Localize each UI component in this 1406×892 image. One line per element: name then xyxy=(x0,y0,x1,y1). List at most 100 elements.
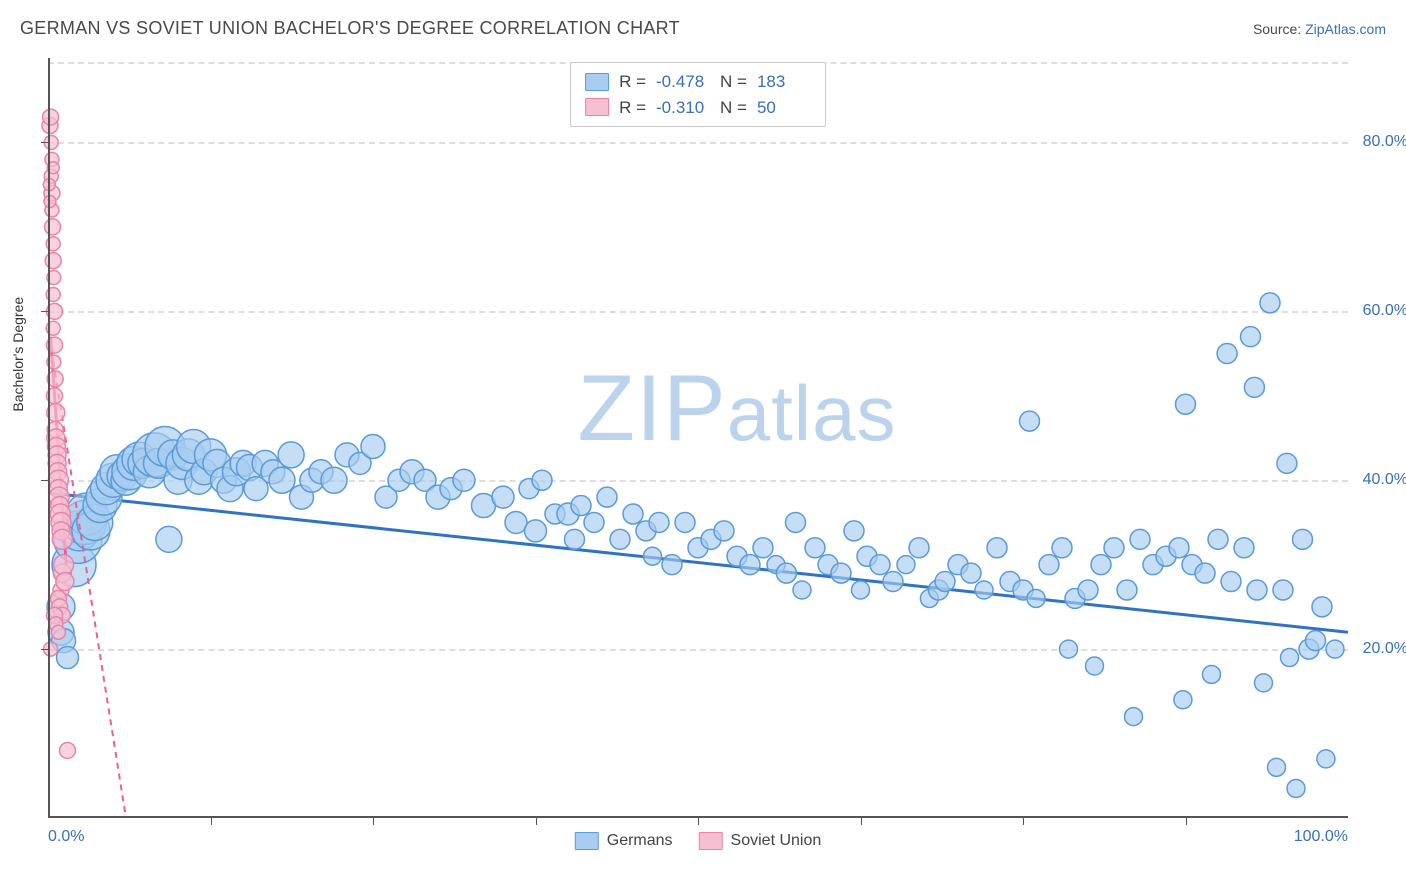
data-point xyxy=(1312,597,1332,617)
data-point xyxy=(1203,665,1221,683)
bottom-legend: Germans Soviet Union xyxy=(575,832,822,850)
data-point xyxy=(675,512,695,532)
swatch-germans xyxy=(585,73,609,91)
data-point xyxy=(1020,411,1040,431)
data-point xyxy=(1247,580,1267,600)
data-point xyxy=(649,512,669,532)
data-point xyxy=(909,538,929,558)
title-bar: GERMAN VS SOVIET UNION BACHELOR'S DEGREE… xyxy=(20,18,1386,39)
data-point xyxy=(56,573,74,591)
legend-item-germans: Germans xyxy=(575,832,673,850)
data-point xyxy=(776,563,796,583)
data-point xyxy=(1174,691,1192,709)
data-point xyxy=(1234,538,1254,558)
data-point xyxy=(793,581,811,599)
source-attribution: Source: ZipAtlas.com xyxy=(1253,21,1386,37)
data-point xyxy=(453,469,475,491)
data-point xyxy=(844,521,864,541)
data-point xyxy=(1221,572,1241,592)
data-point xyxy=(1117,580,1137,600)
data-point xyxy=(269,467,295,493)
data-point xyxy=(1287,779,1305,797)
stats-row-germans: R = -0.478 N = 183 xyxy=(585,69,811,95)
data-point xyxy=(610,529,630,549)
data-point xyxy=(51,625,65,639)
data-point xyxy=(361,434,385,458)
data-point xyxy=(1293,529,1313,549)
x-tick-label: 100.0% xyxy=(1294,828,1348,846)
scatter-plot xyxy=(48,58,1348,818)
data-point xyxy=(1169,538,1189,558)
data-point xyxy=(753,538,773,558)
data-point xyxy=(1255,674,1273,692)
data-point xyxy=(57,647,79,669)
data-point xyxy=(597,487,617,507)
data-point xyxy=(740,555,760,575)
data-point xyxy=(1091,555,1111,575)
data-point xyxy=(1052,538,1072,558)
data-point xyxy=(1241,327,1261,347)
data-point xyxy=(525,520,547,542)
data-point xyxy=(1086,657,1104,675)
swatch-soviet xyxy=(699,832,723,850)
data-point xyxy=(1273,580,1293,600)
data-point xyxy=(1208,529,1228,549)
data-point xyxy=(321,467,347,493)
data-point xyxy=(1317,750,1335,768)
data-point xyxy=(505,511,527,533)
data-point xyxy=(43,109,59,125)
data-point xyxy=(623,504,643,524)
data-point xyxy=(1195,563,1215,583)
data-point xyxy=(1130,529,1150,549)
data-point xyxy=(1176,394,1196,414)
source-link[interactable]: ZipAtlas.com xyxy=(1305,21,1386,37)
data-point xyxy=(1244,377,1264,397)
data-point xyxy=(1039,555,1059,575)
data-point xyxy=(662,555,682,575)
y-axis xyxy=(48,58,50,818)
x-tick-label: 0.0% xyxy=(48,828,84,846)
data-point xyxy=(1326,640,1344,658)
data-point xyxy=(961,563,981,583)
data-point xyxy=(52,529,72,549)
y-tick-label: 20.0% xyxy=(1363,640,1406,658)
data-point xyxy=(975,581,993,599)
stats-row-soviet: R = -0.310 N = 50 xyxy=(585,95,811,121)
data-point xyxy=(714,521,734,541)
data-point xyxy=(1060,640,1078,658)
data-point xyxy=(54,555,74,575)
data-point xyxy=(1281,649,1299,667)
data-point xyxy=(492,486,514,508)
data-point xyxy=(1277,453,1297,473)
swatch-germans xyxy=(575,832,599,850)
data-point xyxy=(897,556,915,574)
data-point xyxy=(935,572,955,592)
chart-area: ZIPatlas Bachelor's Degree 20.0%40.0%60.… xyxy=(48,58,1348,818)
data-point xyxy=(805,538,825,558)
chart-title: GERMAN VS SOVIET UNION BACHELOR'S DEGREE… xyxy=(20,18,680,39)
data-point xyxy=(571,496,591,516)
data-point xyxy=(852,581,870,599)
data-point xyxy=(60,742,76,758)
data-point xyxy=(786,512,806,532)
data-point xyxy=(278,442,304,468)
swatch-soviet xyxy=(585,98,609,116)
data-point xyxy=(1125,708,1143,726)
y-axis-title: Bachelor's Degree xyxy=(10,297,26,412)
y-tick-label: 80.0% xyxy=(1363,133,1406,151)
data-point xyxy=(1268,758,1286,776)
data-point xyxy=(1027,589,1045,607)
stats-legend: R = -0.478 N = 183 R = -0.310 N = 50 xyxy=(570,62,826,127)
data-point xyxy=(831,563,851,583)
data-point xyxy=(156,526,182,552)
data-point xyxy=(565,529,585,549)
data-point xyxy=(45,219,61,235)
y-tick-label: 40.0% xyxy=(1363,471,1406,489)
data-point xyxy=(584,512,604,532)
data-point xyxy=(883,572,903,592)
data-point xyxy=(870,555,890,575)
y-tick-label: 60.0% xyxy=(1363,302,1406,320)
data-point xyxy=(1104,538,1124,558)
data-point xyxy=(1260,293,1280,313)
data-point xyxy=(1217,344,1237,364)
